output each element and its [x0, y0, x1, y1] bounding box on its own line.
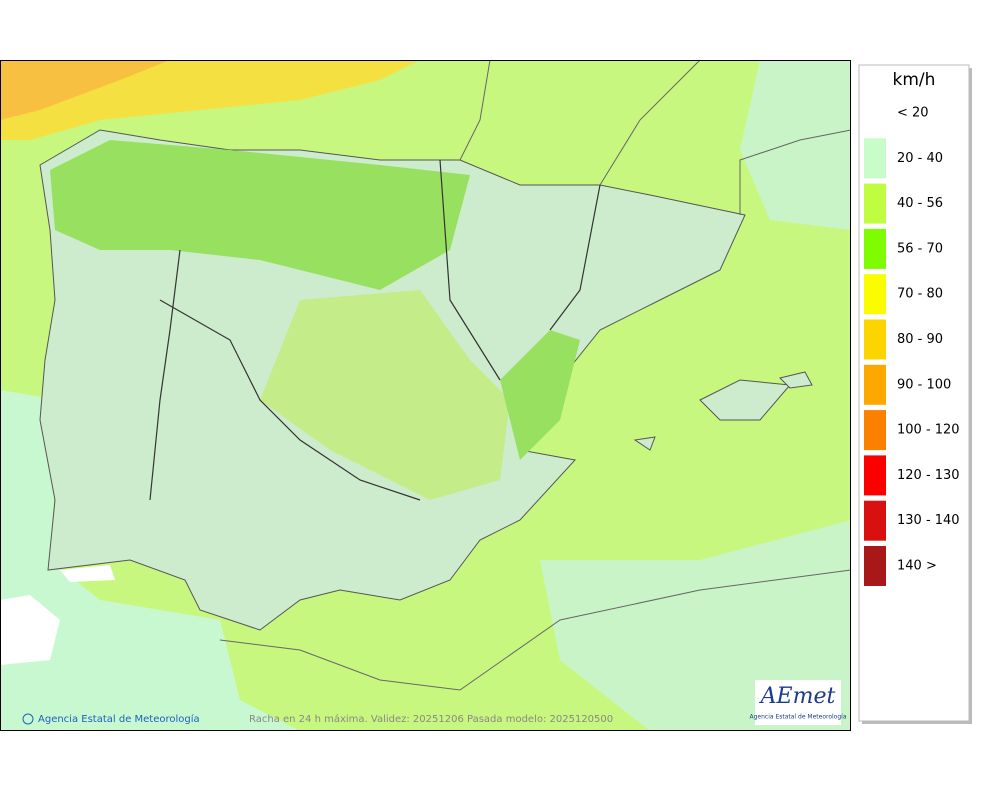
- legend-label: 20 - 40: [897, 151, 943, 166]
- logo-subtitle: Agencia Estatal de Meteorología: [750, 714, 847, 721]
- legend-label: 80 - 90: [897, 332, 943, 347]
- legend-swatch: [864, 546, 886, 586]
- gust-zone: [500, 330, 580, 460]
- gust-zone: [260, 290, 510, 500]
- legend-label: 56 - 70: [897, 241, 943, 256]
- legend-label: 90 - 100: [897, 377, 951, 392]
- region-border: [149, 159, 601, 501]
- copyright-icon: [22, 713, 34, 725]
- legend-swatch: [864, 274, 886, 315]
- legend-swatch: [864, 410, 886, 451]
- calm-area: [540, 520, 851, 731]
- calm-area: [0, 390, 300, 731]
- logo-box: [755, 680, 841, 725]
- legend-label: 130 - 140: [897, 513, 960, 528]
- island: [699, 379, 792, 421]
- legend-swatch: [864, 319, 886, 360]
- calm-area: [740, 60, 851, 230]
- copyright: Agencia Estatal de Meteorología: [38, 713, 200, 725]
- map-frame: [0, 60, 851, 731]
- legend-label: 100 - 120: [897, 423, 960, 438]
- caption: Racha en 24 h máxima. Validez: 20251206 …: [249, 713, 613, 725]
- legend-label: 140 >: [897, 559, 937, 574]
- legend-swatch: [864, 364, 886, 405]
- legend-label: 70 - 80: [897, 287, 943, 302]
- coastline: [219, 569, 852, 691]
- legend-swatch: [864, 228, 886, 269]
- logo: AEmet: [759, 684, 836, 709]
- legend-title: km/h: [893, 70, 936, 90]
- legend-swatch: [864, 138, 886, 179]
- strong-wind-area: [0, 60, 170, 120]
- gust-zone: [50, 140, 470, 290]
- legend-swatch: [864, 183, 886, 224]
- coastline: [459, 59, 852, 215]
- legend-label: 40 - 56: [897, 196, 943, 211]
- island: [779, 371, 813, 389]
- legend-label: 120 - 130: [897, 468, 960, 483]
- legend: km/h < 20 20 - 40 40 - 56 56 - 70 70 - 80 80 …: [858, 64, 972, 724]
- legend-label: < 20: [897, 106, 929, 121]
- legend-swatch: [864, 500, 886, 541]
- calm-area: [0, 595, 60, 665]
- legend-swatch: [864, 455, 886, 496]
- island: [633, 436, 656, 451]
- map: Agencia Estatal de Meteorología Racha en…: [0, 59, 852, 731]
- calm-area: [60, 565, 115, 582]
